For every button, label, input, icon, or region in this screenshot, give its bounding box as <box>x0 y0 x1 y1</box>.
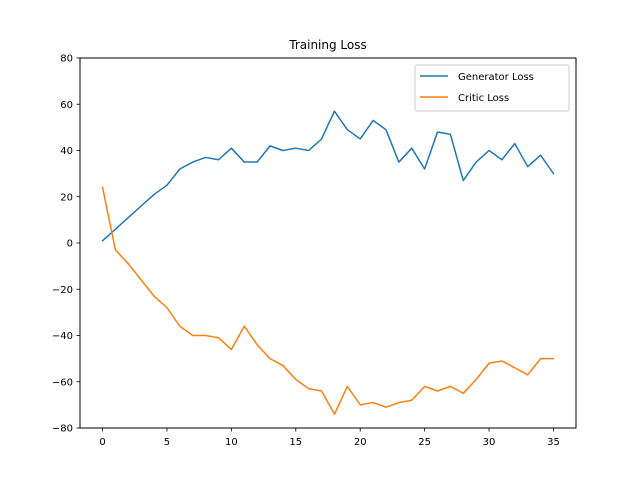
y-tick-label: 60 <box>60 100 73 111</box>
x-tick-label: 25 <box>418 437 431 448</box>
x-tick-label: 35 <box>547 437 560 448</box>
legend-box <box>414 64 570 112</box>
x-tick-label: 5 <box>164 437 170 448</box>
y-tick-label: 80 <box>60 54 73 65</box>
legend: Generator Loss Critic Loss <box>414 64 570 112</box>
y-tick-label: −60 <box>52 377 73 388</box>
x-tick-label: 30 <box>483 437 496 448</box>
plot-area-frame <box>79 57 577 429</box>
y-axis-ticks: −80 −60 −40 −20 0 20 40 60 80 <box>52 54 80 435</box>
y-tick-label: −40 <box>52 331 73 342</box>
legend-label: Generator Loss <box>458 72 534 83</box>
y-tick-label: 0 <box>67 239 73 250</box>
y-tick-label: −20 <box>52 285 73 296</box>
legend-label: Critic Loss <box>458 93 509 104</box>
x-tick-label: 20 <box>354 437 367 448</box>
series-line-critic-loss <box>101 186 555 415</box>
y-tick-label: 20 <box>60 192 73 203</box>
chart-title: Training Loss <box>288 38 366 52</box>
y-tick-label: −80 <box>52 424 73 435</box>
series-line-generator-loss <box>101 110 555 242</box>
x-tick-label: 0 <box>99 437 105 448</box>
x-tick-label: 15 <box>289 437 302 448</box>
y-tick-label: 40 <box>60 146 73 157</box>
x-tick-label: 10 <box>225 437 238 448</box>
x-axis-ticks: 0 5 10 15 20 25 30 35 <box>99 428 560 448</box>
series-layer <box>101 110 555 415</box>
